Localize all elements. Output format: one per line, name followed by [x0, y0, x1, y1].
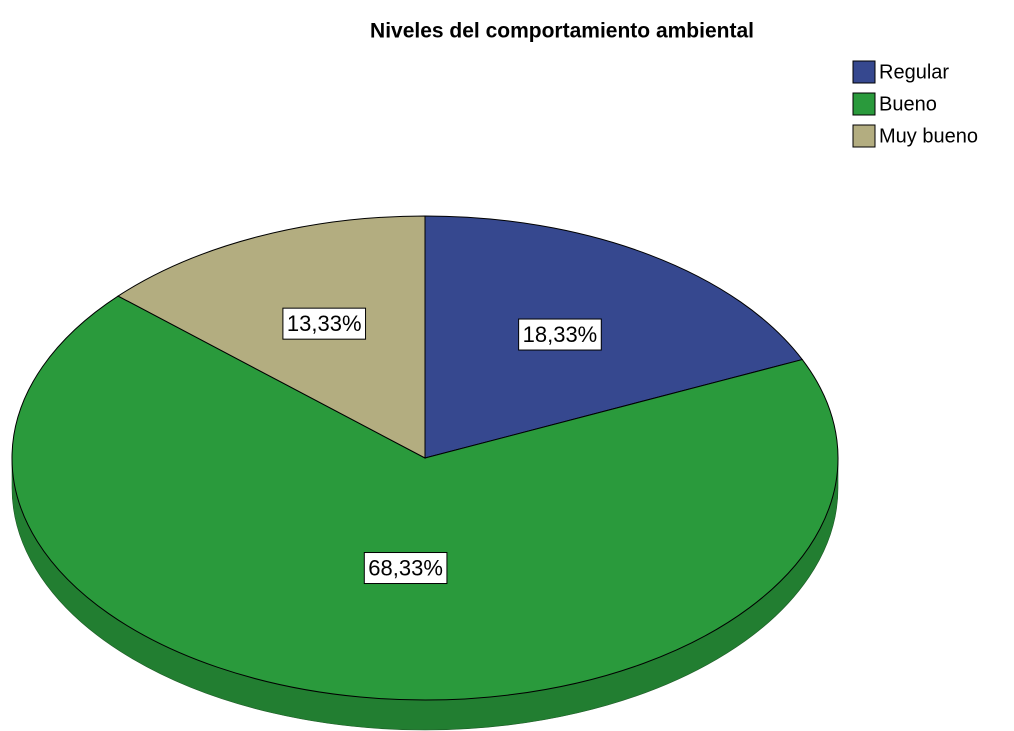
pie-slice — [117, 215, 426, 459]
legend-swatch — [852, 124, 876, 148]
pie-slice — [11, 295, 839, 701]
data-label-box — [363, 552, 448, 585]
legend-label: Bueno — [879, 93, 937, 115]
legend-label: Regular — [879, 61, 949, 83]
data-label-box — [518, 318, 602, 351]
pie-slice — [424, 215, 804, 459]
data-label: 18,33% — [523, 322, 598, 347]
legend-swatch — [852, 60, 876, 84]
data-label: 13,33% — [287, 311, 362, 336]
data-label-box — [282, 307, 367, 340]
chart-title: Niveles del comportamiento ambiental — [370, 20, 754, 43]
legend-swatch — [852, 92, 876, 116]
data-label: 68,33% — [368, 556, 443, 581]
legend-label: Muy bueno — [879, 125, 978, 147]
